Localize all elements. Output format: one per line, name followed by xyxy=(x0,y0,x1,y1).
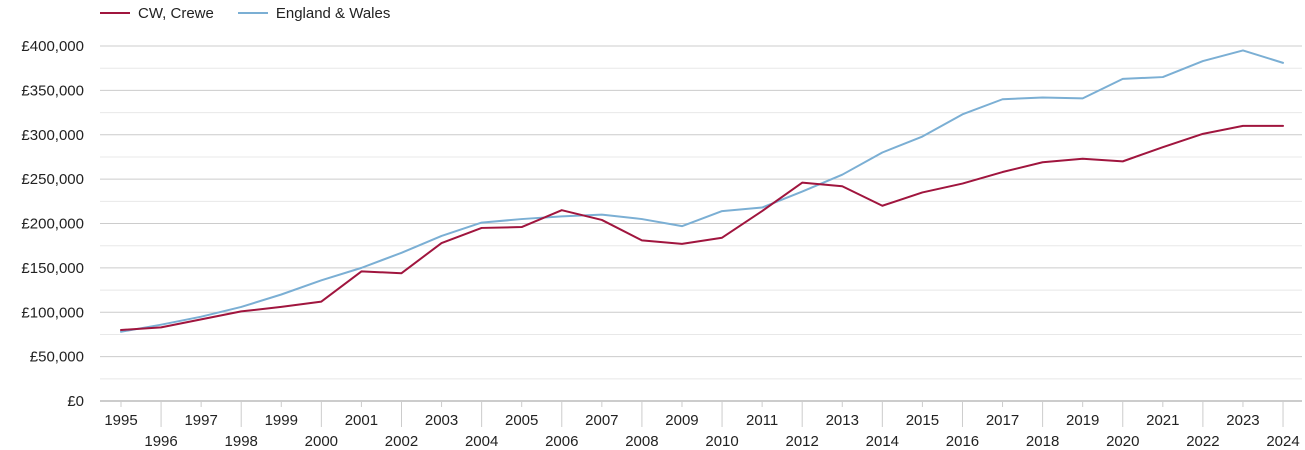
y-tick-label: £250,000 xyxy=(21,171,84,188)
y-tick-label: £0 xyxy=(67,393,84,410)
x-tick-label: 2009 xyxy=(665,412,698,429)
x-tick-label: 2016 xyxy=(946,433,979,450)
x-tick-label: 2019 xyxy=(1066,412,1099,429)
legend-label-crewe: CW, Crewe xyxy=(138,4,214,22)
legend: CW, Crewe England & Wales xyxy=(100,3,414,23)
x-tick-label: 2017 xyxy=(986,412,1019,429)
x-tick-label: 2006 xyxy=(545,433,578,450)
x-tick-label: 2013 xyxy=(826,412,859,429)
y-tick-label: £50,000 xyxy=(30,349,84,366)
x-tick-label: 1999 xyxy=(265,412,298,429)
legend-item-crewe[interactable]: CW, Crewe xyxy=(100,5,214,22)
x-tick-label: 2021 xyxy=(1146,412,1179,429)
x-tick-label: 2001 xyxy=(345,412,378,429)
x-tick-label: 2015 xyxy=(906,412,939,429)
x-tick-label: 2000 xyxy=(305,433,338,450)
x-tick-label: 2002 xyxy=(385,433,418,450)
y-tick-label: £350,000 xyxy=(21,82,84,99)
x-tick-label: 2020 xyxy=(1106,433,1139,450)
x-tick-label: 1998 xyxy=(225,433,258,450)
x-tick-label: 2010 xyxy=(705,433,738,450)
x-tick-label: 2007 xyxy=(585,412,618,429)
x-tick-label: 2022 xyxy=(1186,433,1219,450)
x-tick-label: 2003 xyxy=(425,412,458,429)
legend-swatch-crewe xyxy=(100,12,130,14)
x-tick-label: 2018 xyxy=(1026,433,1059,450)
x-tick-label: 2023 xyxy=(1226,412,1259,429)
x-tick-label: 2005 xyxy=(505,412,538,429)
x-tick-label: 1996 xyxy=(144,433,177,450)
x-tick-label: 1995 xyxy=(104,412,137,429)
y-tick-label: £200,000 xyxy=(21,216,84,233)
y-tick-label: £100,000 xyxy=(21,304,84,321)
x-tick-label: 2024 xyxy=(1266,433,1299,450)
x-tick-label: 2004 xyxy=(465,433,498,450)
y-tick-label: £150,000 xyxy=(21,260,84,277)
x-tick-label: 2011 xyxy=(746,412,778,429)
x-tick-label: 1997 xyxy=(184,412,217,429)
legend-item-england-wales[interactable]: England & Wales xyxy=(237,4,391,22)
legend-swatch-england-wales xyxy=(237,12,268,14)
series-line-england-wales xyxy=(120,49,1285,333)
y-tick-label: £300,000 xyxy=(21,127,84,144)
x-tick-label: 2014 xyxy=(866,433,899,450)
x-tick-label: 2012 xyxy=(786,433,819,450)
legend-label-england-wales: England & Wales xyxy=(275,4,391,22)
y-tick-label: £400,000 xyxy=(21,38,84,55)
x-tick-label: 2008 xyxy=(625,433,658,450)
series-line-crewe xyxy=(120,124,1285,331)
